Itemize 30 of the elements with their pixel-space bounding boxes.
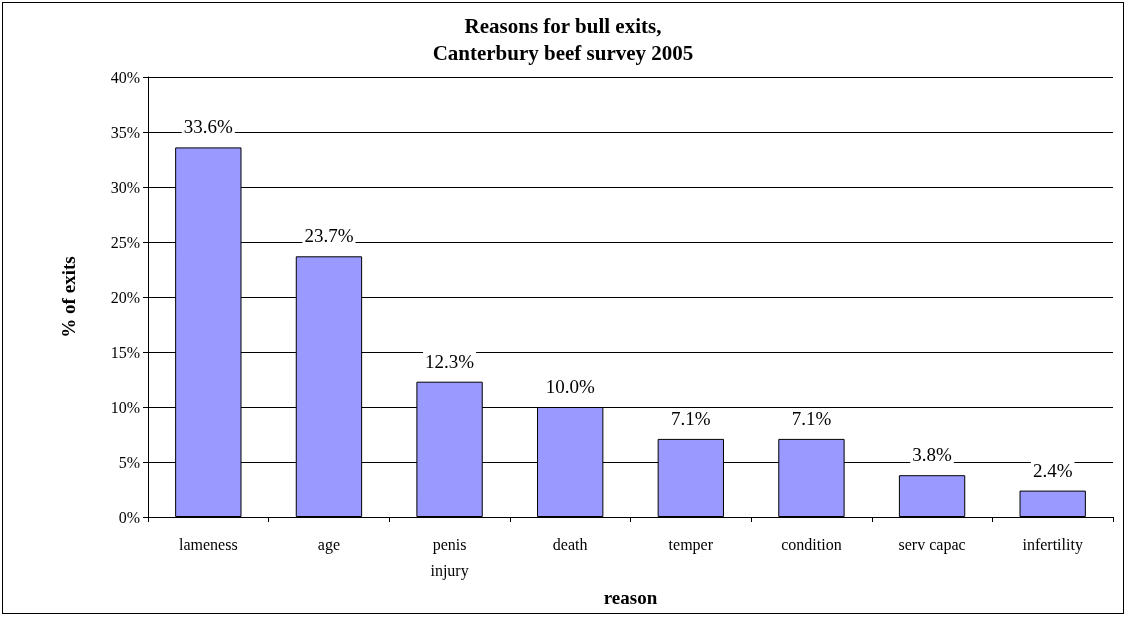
data-label: 23.7% (304, 225, 354, 247)
data-label: 3.8% (912, 444, 953, 466)
x-tick-label: penis injury (430, 535, 469, 580)
x-tick-label: condition (781, 535, 842, 553)
data-label: 2.4% (1032, 459, 1073, 481)
data-label: 10.0% (545, 376, 595, 397)
y-tick-label: 10% (110, 398, 140, 416)
data-label: 7.1% (791, 407, 832, 429)
y-tick-label: 5% (118, 453, 140, 471)
x-tick-label: lameness (178, 535, 238, 553)
chart-title: Reasons for bull exits, Canterbury beef survey 2005 (432, 13, 694, 65)
data-label: 7.1% (671, 407, 711, 429)
bar (1019, 490, 1086, 517)
x-tick-label: serv capac (898, 535, 966, 554)
y-tick-label: 0% (118, 508, 140, 526)
x-axis-title: reason (603, 586, 658, 608)
y-tick-label: 15% (110, 343, 140, 361)
bar (898, 475, 966, 517)
data-label: 33.6% (183, 116, 234, 138)
y-axis-title: % of exits (58, 256, 79, 338)
x-tick-label: infertility (1022, 535, 1083, 554)
y-tick-label: 20% (110, 288, 140, 306)
y-tick-label: 40% (110, 68, 140, 86)
y-tick-label: 30% (110, 178, 140, 196)
y-tick-label: 35% (110, 123, 140, 141)
y-tick-label: 25% (110, 233, 140, 251)
x-tick-label: age (317, 535, 341, 554)
data-label: 12.3% (425, 350, 475, 372)
x-tick-label: temper (668, 535, 714, 554)
x-tick-label: death (552, 535, 588, 553)
